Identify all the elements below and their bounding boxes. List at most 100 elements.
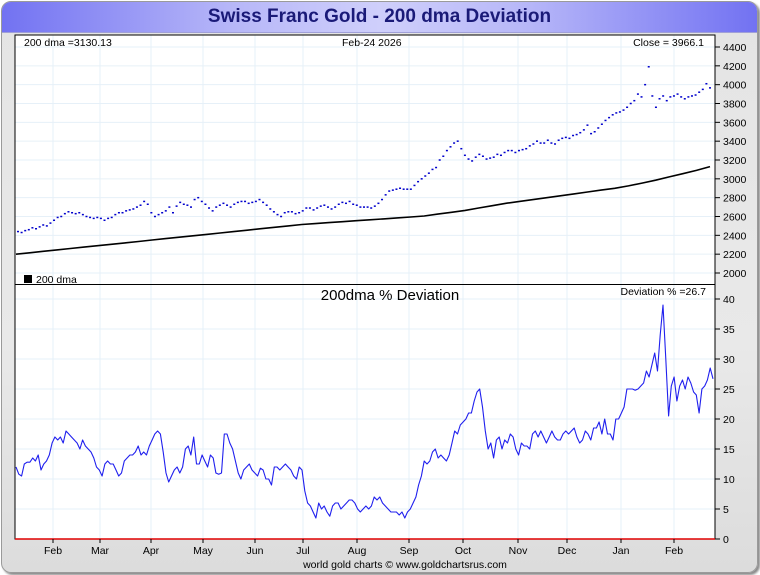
price-point (680, 96, 683, 98)
price-point (190, 206, 192, 208)
price-point (326, 206, 329, 208)
price-point (265, 204, 268, 206)
price-point (49, 222, 52, 224)
x-tick-label: Feb (44, 545, 62, 557)
y-tick-label: 3200 (723, 155, 747, 167)
price-point (597, 127, 600, 129)
price-point (564, 136, 567, 139)
price-point (121, 211, 124, 214)
x-tick-label: May (193, 545, 214, 557)
price-point (269, 208, 272, 210)
price-point (197, 196, 200, 199)
price-point (554, 143, 557, 145)
price-point (431, 168, 434, 171)
price-point (485, 158, 488, 160)
price-point (78, 211, 81, 214)
price-point (698, 91, 701, 93)
price-point (492, 156, 495, 158)
price-point (341, 201, 344, 204)
price-point (507, 149, 510, 152)
price-point (31, 227, 34, 229)
price-point (676, 93, 679, 95)
price-point (366, 206, 369, 208)
price-point (481, 155, 484, 157)
price-point (348, 200, 351, 203)
price-point (521, 148, 524, 151)
price-point (63, 212, 66, 215)
price-point (590, 132, 593, 135)
price-point (572, 134, 575, 137)
grid (15, 35, 715, 539)
price-series (17, 66, 711, 234)
y-tick-label: 4400 (723, 42, 747, 54)
x-tick-label: Jan (613, 545, 630, 557)
price-point (150, 211, 153, 214)
x-tick-label: Jul (296, 545, 309, 557)
title-bar: Swiss Franc Gold - 200 dma Deviation (2, 2, 757, 33)
price-point (654, 106, 657, 109)
price-point (705, 82, 708, 85)
price-point (128, 209, 131, 211)
price-point (561, 137, 564, 140)
y-tick-label: 4200 (723, 61, 747, 73)
price-point (557, 139, 560, 141)
price-point (532, 143, 535, 145)
price-point (370, 207, 373, 209)
y-tick-label: 3600 (723, 117, 747, 129)
price-point (409, 188, 412, 190)
dma-line (15, 165, 711, 255)
y-tick-label: 3800 (723, 99, 747, 111)
price-point (117, 211, 120, 214)
price-point (344, 202, 347, 205)
price-point (489, 157, 492, 159)
price-point (510, 149, 513, 152)
price-point (229, 206, 232, 208)
price-point (579, 131, 582, 134)
price-point (215, 206, 218, 208)
price-point (456, 140, 459, 142)
price-point (384, 194, 387, 196)
price-point (132, 208, 135, 210)
price-point (600, 123, 603, 125)
axes: 2000 2200 2400 2600 2800 3000 3200 3400 3600 3800… (14, 34, 747, 557)
price-point (709, 87, 711, 89)
footer-credit: world gold charts © www.goldchartsrus.co… (302, 559, 507, 571)
price-point (226, 204, 229, 206)
price-point (575, 133, 578, 136)
close-value-label: Close = 3966.1 (633, 37, 704, 49)
price-point (92, 217, 95, 220)
price-point (85, 215, 88, 218)
price-point (435, 166, 438, 169)
price-point (143, 200, 146, 203)
price-point (157, 213, 160, 216)
price-point (550, 142, 553, 144)
price-point (701, 88, 704, 91)
price-point (283, 211, 286, 214)
y-tick-label: 3000 (723, 174, 747, 186)
dma-value-label: 200 dma =3130.13 (24, 37, 112, 49)
price-point (38, 226, 41, 228)
price-point (453, 142, 456, 144)
price-point (236, 201, 239, 204)
legend-label: 200 dma (36, 274, 77, 286)
price-point (546, 139, 549, 141)
price-point (233, 203, 236, 206)
price-point (377, 202, 380, 205)
deviation-panel (15, 285, 715, 539)
price-point (74, 212, 77, 215)
price-point (373, 205, 376, 207)
price-point (280, 215, 283, 218)
price-point (460, 147, 463, 150)
price-point (258, 198, 261, 201)
price-point (179, 201, 182, 204)
y-tick-label: 25 (723, 384, 735, 396)
price-point (690, 95, 693, 97)
price-point (35, 227, 38, 230)
y-tick-label: 0 (723, 534, 729, 546)
deviation-value-label: Deviation % =26.7 (620, 286, 706, 298)
price-point (96, 216, 99, 219)
y-tick-label: 10 (723, 474, 735, 486)
price-point (319, 205, 322, 207)
price-point (528, 145, 531, 147)
price-point (182, 203, 185, 206)
